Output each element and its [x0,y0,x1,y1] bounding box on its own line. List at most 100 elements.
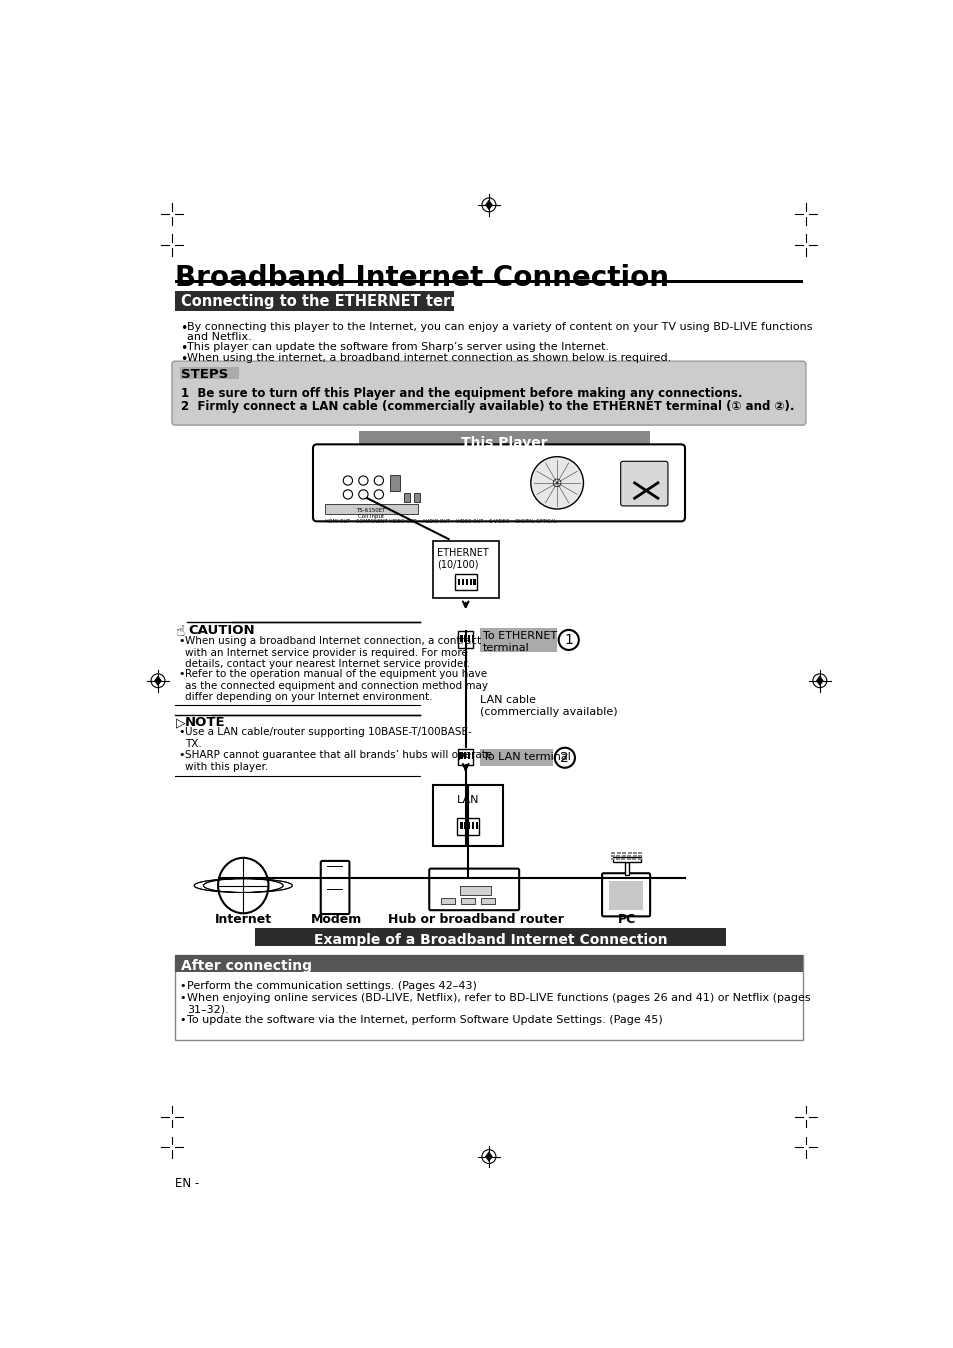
Text: 1: 1 [564,634,573,647]
Text: To LAN terminal: To LAN terminal [482,752,570,763]
FancyBboxPatch shape [174,291,454,311]
FancyBboxPatch shape [174,954,802,1039]
Bar [479,749,553,766]
Bar [403,493,410,501]
Bar [638,855,641,857]
Bar [461,580,464,585]
Bar [174,954,802,972]
Polygon shape [484,1151,493,1162]
Bar [465,580,468,585]
Text: To update the software via the Internet, perform Software Update Settings. (Page: To update the software via the Internet,… [187,1015,662,1024]
FancyBboxPatch shape [620,461,667,506]
Circle shape [343,476,353,485]
Text: When enjoying online services (BD-LIVE, Netflix), refer to BD-LIVE functions (pa: When enjoying online services (BD-LIVE, … [187,992,810,1014]
Circle shape [374,476,383,485]
Text: EN -: EN - [174,1177,199,1190]
Ellipse shape [218,857,268,914]
Bar [433,786,502,845]
Text: This player can update the software from Sharp’s server using the Internet.: This player can update the software from… [187,342,609,352]
Text: When using a broadband Internet connection, a contract
with an Internet service : When using a broadband Internet connecti… [185,636,480,669]
FancyBboxPatch shape [429,868,518,910]
Bar [464,635,466,642]
Text: •: • [179,342,187,355]
Text: LAN: LAN [456,795,478,805]
Bar [179,367,238,379]
Text: •: • [179,992,186,1003]
Bar [459,886,491,895]
Bar [616,855,619,857]
Bar [638,852,641,855]
Text: CAUTION: CAUTION [188,624,254,636]
Text: To ETHERNET
terminal: To ETHERNET terminal [482,631,557,652]
Text: TS-6150ET
Coil Input: TS-6150ET Coil Input [356,508,385,519]
Bar [174,279,802,283]
Polygon shape [815,675,822,686]
Text: LAN cable
(commercially available): LAN cable (commercially available) [479,696,617,717]
Text: Internet: Internet [214,913,272,926]
Bar [459,635,462,642]
Bar [632,855,636,857]
Text: After connecting: After connecting [181,958,312,973]
Bar [472,752,474,759]
Bar [460,898,475,905]
Bar [459,752,462,759]
Text: ETHERNET
(10/100): ETHERNET (10/100) [436,549,488,570]
Bar [464,822,466,829]
Bar [480,898,495,905]
Bar [616,857,619,860]
Bar [472,635,474,642]
Text: Modem: Modem [311,913,361,926]
Text: This Player: This Player [461,435,548,450]
Bar [611,852,615,855]
Text: •: • [179,353,187,365]
Bar [610,855,615,857]
Polygon shape [154,675,162,686]
Text: •: • [178,669,185,679]
Text: •: • [179,981,186,991]
Text: Refer to the operation manual of the equipment you have
as the connected equipme: Refer to the operation manual of the equ… [185,669,488,702]
Text: ☝: ☝ [175,624,185,639]
Text: •: • [178,727,185,737]
Text: 2: 2 [560,751,569,764]
Bar [472,822,474,829]
Circle shape [553,479,560,487]
Bar [457,580,459,585]
Text: Perform the communication settings. (Pages 42–43): Perform the communication settings. (Pag… [187,981,476,991]
Bar [617,852,620,855]
Bar [624,863,629,875]
Text: •: • [178,636,185,646]
Circle shape [374,489,383,499]
Bar [468,822,470,829]
Circle shape [358,476,368,485]
Bar [456,818,478,834]
Bar [620,857,624,860]
Text: Example of a Broadband Internet Connection: Example of a Broadband Internet Connecti… [314,933,666,946]
FancyBboxPatch shape [320,861,349,914]
Text: and Netflix.: and Netflix. [187,332,252,342]
Bar [476,822,477,829]
Text: 1  Be sure to turn off this Player and the equipment before making any connectio: 1 Be sure to turn off this Player and th… [181,387,742,400]
Bar [457,748,473,766]
Bar [612,857,640,863]
Text: Hub or broadband router: Hub or broadband router [388,913,563,926]
Circle shape [530,457,583,510]
Bar [608,882,642,910]
Bar [621,855,625,857]
Bar [469,580,472,585]
Text: STEPS: STEPS [181,368,229,381]
Text: SHARP cannot guarantee that all brands’ hubs will operate
with this player.: SHARP cannot guarantee that all brands’ … [185,749,492,771]
Bar [633,852,637,855]
FancyBboxPatch shape [313,445,684,522]
Bar [621,852,625,855]
Bar [459,822,462,829]
Circle shape [555,748,575,768]
Bar [433,541,498,599]
Bar [440,898,455,905]
Text: ▷: ▷ [175,716,185,729]
Text: 2  Firmly connect a LAN cable (commercially available) to the ETHERNET terminal : 2 Firmly connect a LAN cable (commercial… [181,400,794,412]
Bar [632,857,636,860]
Bar [390,474,399,491]
Circle shape [343,489,353,499]
Text: NOTE: NOTE [185,716,226,729]
Bar [626,857,630,860]
